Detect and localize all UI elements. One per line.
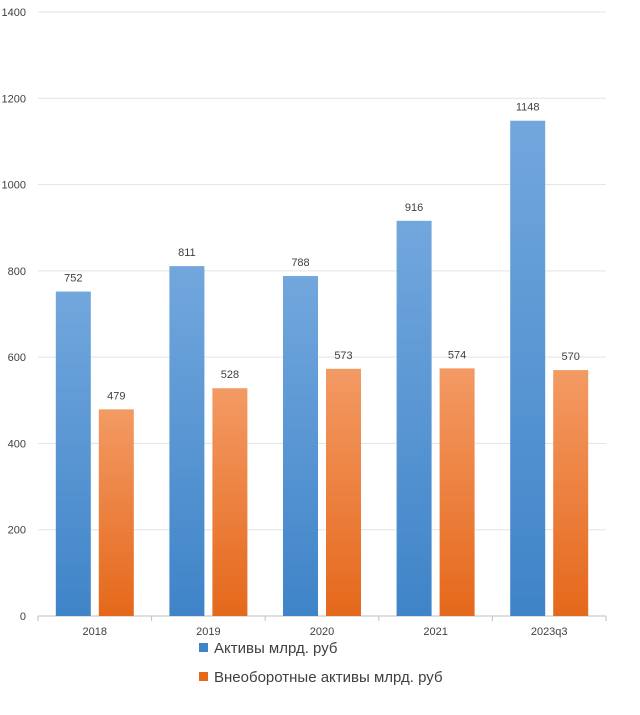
- y-tick-label: 1000: [2, 180, 26, 192]
- data-label: 788: [291, 257, 309, 269]
- y-tick-label: 1200: [2, 93, 26, 105]
- legend-label-noncurrent-assets: Внеоборотные активы млрд. руб: [214, 669, 443, 686]
- bar-noncurrent-assets: [439, 368, 475, 616]
- legend-label-assets: Активы млрд. руб: [214, 640, 338, 657]
- legend-swatch-assets: [199, 643, 208, 652]
- data-label: 574: [448, 349, 466, 361]
- data-label: 573: [334, 350, 352, 362]
- y-tick-label: 1400: [2, 7, 26, 19]
- x-tick-label: 2019: [196, 626, 220, 638]
- data-label: 479: [107, 390, 125, 402]
- data-label: 528: [221, 369, 239, 381]
- data-labels: 752 479 811 528 788 573 916 574 1148 570: [64, 102, 580, 403]
- x-tick-label: 2023q3: [531, 626, 568, 638]
- y-tick-label: 800: [8, 266, 26, 278]
- bar-noncurrent-assets: [98, 409, 134, 616]
- bar-noncurrent-assets: [326, 368, 361, 616]
- x-tick-label: 2021: [423, 626, 447, 638]
- bars: [55, 120, 589, 616]
- y-tick-label: 600: [8, 352, 26, 364]
- legend-item-noncurrent-assets: Внеоборотные активы млрд. руб: [199, 669, 443, 686]
- bar-noncurrent-assets: [553, 370, 589, 616]
- bar-noncurrent-assets: [212, 388, 248, 616]
- data-label: 916: [405, 202, 423, 214]
- data-label: 570: [562, 351, 580, 363]
- y-tick-label: 400: [8, 438, 26, 450]
- axes: 0 200 400 600 800 1000 1200 1400 2018 2019 2020 202…: [2, 7, 607, 638]
- y-tick-label: 200: [8, 525, 26, 537]
- legend-item-assets: Активы млрд. руб: [199, 640, 338, 657]
- data-label: 1148: [516, 102, 540, 114]
- bar-assets: [55, 291, 91, 616]
- data-label: 752: [64, 273, 82, 285]
- bar-assets: [396, 220, 432, 616]
- bar-assets: [283, 276, 318, 616]
- x-tick-label: 2020: [310, 626, 334, 638]
- data-label: 811: [178, 247, 196, 259]
- y-tick-label: 0: [20, 611, 26, 623]
- x-tick-label: 2018: [83, 626, 107, 638]
- legend-swatch-noncurrent-assets: [199, 672, 208, 681]
- bar-assets: [169, 266, 205, 616]
- bar-assets: [510, 120, 546, 616]
